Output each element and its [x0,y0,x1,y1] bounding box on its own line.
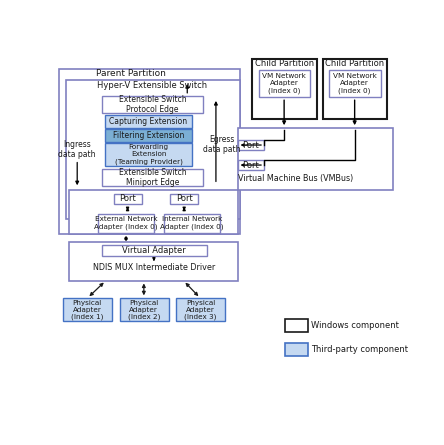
Text: Extensible Switch
Protocol Edge: Extensible Switch Protocol Edge [119,94,186,114]
Text: Port: Port [242,141,259,150]
Bar [66,81,240,219]
Text: Filtering Extension: Filtering Extension [113,130,184,140]
Text: Egress
data path: Egress data path [203,134,241,154]
Bar [176,298,225,321]
Bar [285,343,308,356]
Bar [102,96,203,113]
Text: Port: Port [119,194,136,203]
Text: Internal Network
Adapter (Index 0): Internal Network Adapter (Index 0) [160,216,224,230]
Bar [105,115,192,128]
Bar [258,69,310,97]
Bar [102,245,206,256]
Text: Ingress
data path: Ingress data path [59,140,96,159]
Text: Port: Port [176,194,193,203]
Text: Child Partition: Child Partition [254,59,314,68]
Bar [59,69,240,235]
Bar [170,194,198,204]
Bar [120,298,169,321]
Text: Third-party component: Third-party component [311,344,408,354]
Bar [329,69,381,97]
Text: Windows component: Windows component [311,321,399,330]
Text: Port: Port [242,161,259,170]
Bar [285,319,308,332]
Text: External Network
Adapter (Index 0): External Network Adapter (Index 0) [94,216,158,230]
Bar [102,169,203,186]
Text: VM Network
Adapter
(Index 0): VM Network Adapter (Index 0) [262,73,306,94]
Bar [98,214,154,233]
Bar [105,143,192,166]
Bar [63,298,112,321]
Text: Virtual Machine Bus (VMBus): Virtual Machine Bus (VMBus) [238,174,353,183]
Bar [69,242,238,280]
Text: Physical
Adapter
(Index 3): Physical Adapter (Index 3) [184,299,217,320]
Text: Parent Partition: Parent Partition [96,69,166,78]
Bar [238,140,264,150]
Text: NDIS MUX Intermediate Driver: NDIS MUX Intermediate Driver [93,263,215,272]
Text: Capturing Extension: Capturing Extension [109,117,187,125]
Text: Extensible Switch
Miniport Edge: Extensible Switch Miniport Edge [119,168,186,187]
Text: VM Network
Adapter
(Index 0): VM Network Adapter (Index 0) [333,73,377,94]
Text: Hyper-V Extensible Switch: Hyper-V Extensible Switch [97,81,207,90]
Bar [238,160,264,170]
Text: Child Partition: Child Partition [325,59,384,68]
Bar [105,129,192,142]
Text: Physical
Adapter
(Index 1): Physical Adapter (Index 1) [71,299,103,320]
Bar [114,194,142,204]
Text: Physical
Adapter
(Index 2): Physical Adapter (Index 2) [128,299,160,320]
Text: Virtual Adapter: Virtual Adapter [122,246,186,255]
Bar [164,214,220,233]
Bar [238,128,393,190]
Bar [69,190,238,234]
Bar [252,59,317,119]
Bar [323,59,387,119]
Text: Forwarding
Extension
(Teaming Provider): Forwarding Extension (Teaming Provider) [115,144,182,165]
